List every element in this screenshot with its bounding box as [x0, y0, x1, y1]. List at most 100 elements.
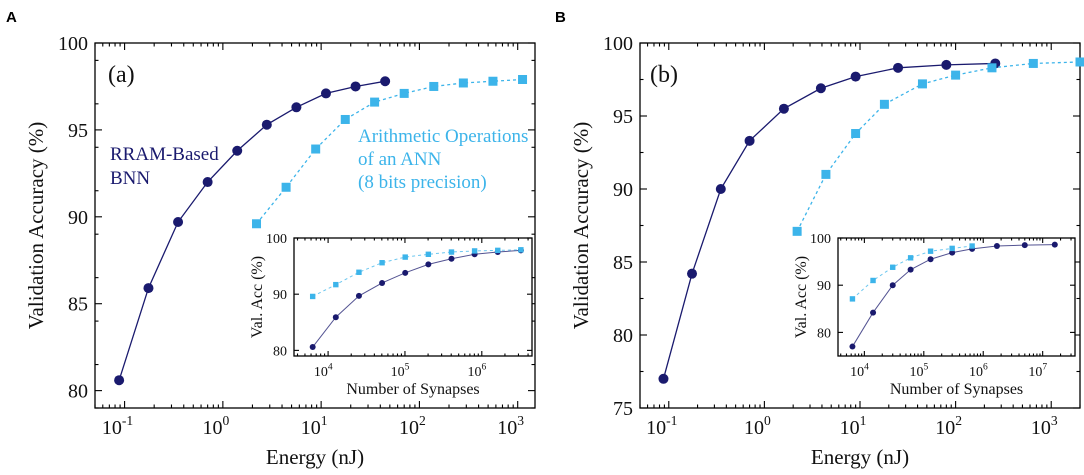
panel-a-inset-series-1-point [356, 269, 362, 275]
panel-b-series-0-point [941, 59, 952, 70]
panel-b-inset-series-0-point [889, 282, 896, 289]
panel-b-inset-frame [837, 237, 1076, 357]
panel-b-inset-ytick-label: 100 [810, 232, 831, 247]
panel-b-inset-series-0-point [927, 256, 934, 263]
panel-b-inset-series-1-point [969, 243, 975, 249]
panel-a-inset-series-1-line [312, 249, 521, 297]
panel-b-series-1-point [951, 70, 961, 80]
panel-a-inset-series-0-point [448, 255, 455, 262]
panel-b-ytick-label: 80 [613, 325, 633, 347]
panel-a-inset-x-axis-title: Number of Synapses [346, 381, 479, 398]
panel-b-inset-xtick-exponent: 6 [983, 363, 988, 373]
panel-a-tag: (a) [108, 62, 135, 88]
panel-a-inset-xtick-exponent: 6 [482, 363, 487, 373]
panel-b-series-1-point [917, 79, 927, 89]
panel-a-xtick-exponent: 2 [419, 413, 426, 428]
panel-b-inset-series-0-point [993, 243, 1000, 250]
panel-b-series-0-point [778, 103, 789, 114]
panel-b-inset-series-1-point [849, 296, 856, 302]
panel-b-inset-series-1-point [907, 255, 914, 261]
panel-a-inset-background [294, 238, 532, 356]
panel-a-inset-series-1-point [425, 251, 432, 257]
panel-a-inset-series-0-point [402, 269, 409, 276]
panel-b-series-1-point [821, 169, 831, 179]
panel-a-xtick-label: 102 [399, 413, 426, 439]
panel-a-xtick-exponent: -1 [122, 413, 133, 428]
panel-b-xtick-label: 100 [744, 413, 771, 439]
panel-b-x-axis-title: Energy (nJ) [811, 445, 909, 469]
panel-a-xtick-label: 10-1 [102, 413, 133, 439]
panel-a-series-0-point [261, 119, 272, 130]
panel-b-inset-xtick-exponent: 5 [924, 363, 929, 373]
panel-b-series-0-point [893, 62, 904, 73]
panel-a-inset-ytick-label: 100 [266, 232, 287, 247]
panel-b-inset-plot: 104 105 106 107 80 90 100 Number of Synapses Val… [793, 232, 1076, 398]
panel-a-inset-series-1-point [495, 247, 501, 254]
panel-a-series-0-point [350, 81, 361, 92]
panel-b-tag: (b) [650, 62, 678, 88]
panel-a-inset-series-0-point [425, 261, 432, 268]
panel-b-inset-y-axis-title: Val. Acc (%) [793, 256, 810, 338]
panel-a-series-0-point [173, 217, 184, 228]
panel-b-series-1-point [851, 129, 861, 139]
panel-a-xtick-exponent: 3 [517, 413, 524, 428]
panel-b-inset-series-1-point [927, 248, 934, 254]
panel-b-xtick-exponent: 1 [860, 413, 867, 428]
panel-a-x-axis-title: Energy (nJ) [266, 445, 364, 469]
ann-annotation-line2: of an ANN [358, 149, 442, 170]
panel-a-series-1-point [311, 144, 321, 154]
panel-a-series-1-line [256, 78, 523, 225]
panel-b-inset-xtick-label: 107 [1028, 363, 1047, 380]
panel-a-inset-series-0-point [309, 344, 316, 351]
panel-b-inset-series-0-point [849, 343, 856, 350]
panel-b-inset-ytick-label: 80 [817, 326, 831, 341]
panel-b-inset-series-0-line [852, 244, 1055, 347]
panel-b-inset-series-0-point [870, 309, 877, 316]
panel-b-inset-x-axis-title: Number of Synapses [890, 381, 1023, 398]
panel-a-inset-plot: 104 105 106 80 90 100 Number of Synapses Val. A… [249, 232, 533, 398]
panel-letter-a: A [6, 9, 17, 26]
panel-a-series-1-point [458, 78, 468, 88]
ann-annotation-line1: Arithmetic Operations [358, 126, 528, 147]
panel-a-series-0-point [202, 177, 213, 188]
panel-b-inset-series-0-point [907, 266, 914, 273]
panel-b-xtick-label: 101 [840, 413, 867, 439]
panel-b-inset-series-1-point [949, 245, 955, 252]
panel-a-series-1-point [252, 219, 262, 229]
panel-b-inset-series-0-point [1051, 241, 1058, 248]
panel-b-ytick-label: 85 [613, 252, 633, 274]
panel-a-series-0-point [114, 375, 125, 386]
panel-b-inset-series-0-point [1021, 242, 1028, 249]
panel-b-inset-xtick-label: 104 [850, 363, 869, 380]
panel-b-inset-xtick-label: 106 [969, 363, 988, 380]
panel-a-inset-frame [293, 237, 533, 357]
panel-b-series-1-point [1075, 57, 1084, 67]
panel-a-series-1-point [518, 75, 528, 84]
panel-a-xtick-label: 101 [301, 413, 328, 439]
panel-a-inset-series-1-point [471, 248, 478, 254]
panel-b-inset-background [838, 238, 1075, 356]
panel-b-xtick-label: 102 [935, 413, 962, 439]
panel-a-series-0-point [291, 102, 302, 113]
panel-b-xtick-label: 10-1 [646, 413, 677, 439]
panel-a-series-0-line [118, 80, 386, 381]
panel-a-series-0-point [380, 76, 391, 87]
panel-a-xtick-label: 103 [497, 413, 524, 439]
panel-a-series-1-point [429, 81, 439, 91]
panel-b-ytick-label: 95 [613, 106, 633, 128]
panel-a-inset-y-axis-title: Val. Acc (%) [249, 256, 266, 338]
panel-a-series-0-point [232, 145, 243, 156]
panel-a-inset-xtick-label: 106 [468, 363, 487, 380]
panel-a-xtick-label: 100 [202, 413, 229, 439]
panel-a-inset-series-1-point [333, 281, 339, 288]
panel-a-y-axis-title: Validation Accuracy (%) [24, 122, 48, 330]
panel-b-inset-series-0-point [949, 249, 956, 256]
panel-b-xtick-exponent: 2 [955, 413, 962, 428]
panel-b-inset-series-1-point [870, 277, 876, 284]
panel-a-inset-series-0-point [332, 314, 339, 321]
panel-a-series-1-point [281, 182, 291, 192]
panel-a-xtick-exponent: 1 [321, 413, 328, 428]
panel-b-xtick-exponent: 0 [764, 413, 771, 428]
